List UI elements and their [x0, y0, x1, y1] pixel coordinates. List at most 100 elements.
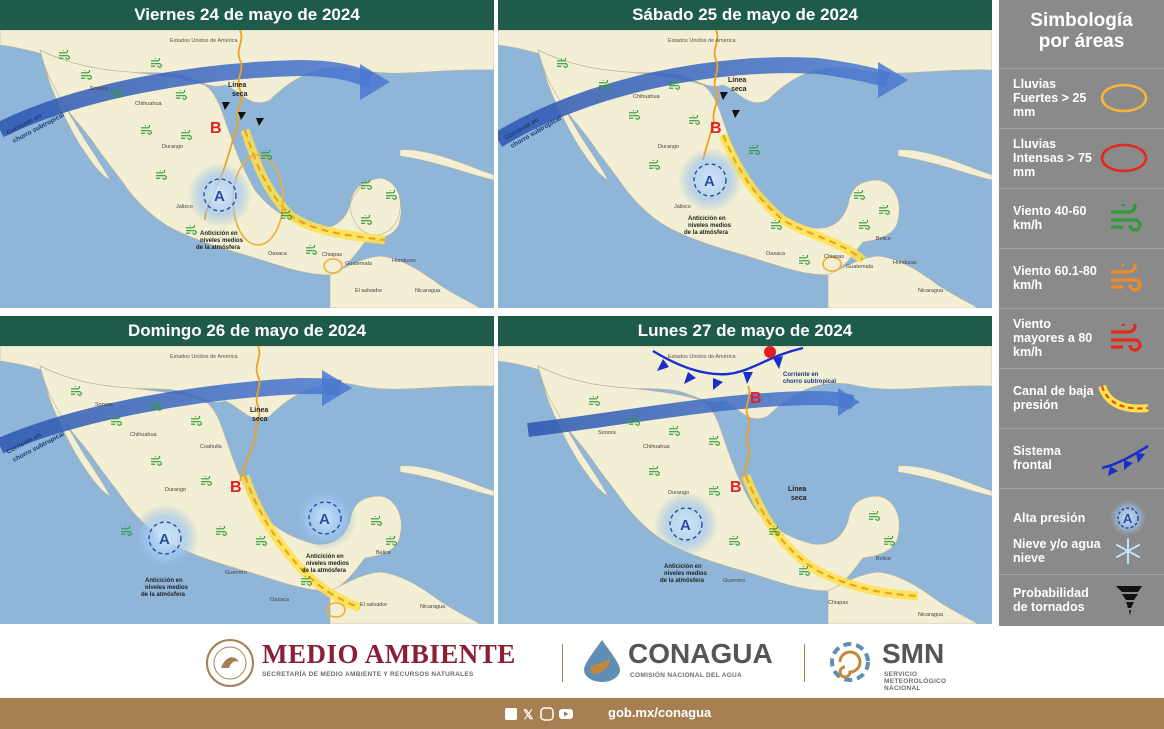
legend-item-intense-rain: Lluvias Intensas > 75 mm — [999, 128, 1164, 187]
weather-map: Corriente en chorro subtropical Línea se… — [0, 30, 494, 308]
svg-text:Anticición en: Anticición en — [688, 216, 726, 222]
high-pressure-symbol — [293, 486, 357, 550]
weather-map: Corriente en chorro subtropical Línea se… — [0, 346, 494, 624]
svg-text:Sonora: Sonora — [90, 86, 109, 92]
svg-text:Línea: Línea — [788, 486, 806, 493]
smn-swirl-icon — [830, 642, 870, 682]
legend-item-snow: Nieve y/o agua nieve — [999, 528, 1164, 573]
orange-wind-icon — [1109, 264, 1142, 292]
tornado-icon — [1116, 586, 1142, 616]
instagram-icon — [540, 707, 554, 721]
svg-text:Honduras: Honduras — [392, 258, 416, 264]
legend-item-wind-80: Viento mayores a 80 km/h — [999, 308, 1164, 367]
svg-text:niveles medios: niveles medios — [664, 571, 708, 577]
svg-text:de la atmósfera: de la atmósfera — [660, 578, 705, 584]
svg-text:de la atmósfera: de la atmósfera — [302, 568, 347, 574]
svg-text:Durango: Durango — [162, 144, 183, 150]
footer-bar: 𝕏 gob.mx/conagua — [0, 698, 1164, 729]
legend-item-front: Sistema frontal — [999, 428, 1164, 487]
weather-map: Corriente en chorro subtropical Línea se… — [498, 346, 992, 624]
svg-text:Guerrero: Guerrero — [723, 578, 745, 584]
map-panel-monday: Lunes 27 de mayo de 2024 Corriente en ch… — [498, 316, 992, 624]
svg-text:Oaxaca: Oaxaca — [268, 251, 288, 257]
svg-text:Belice: Belice — [376, 550, 391, 556]
panel-title: Domingo 26 de mayo de 2024 — [0, 316, 494, 346]
legend-item-wind-60-80: Viento 60.1-80 km/h — [999, 248, 1164, 307]
high-pressure-symbol — [188, 163, 252, 227]
conagua-website-link[interactable]: gob.mx/conagua — [608, 705, 712, 720]
svg-text:Durango: Durango — [668, 490, 689, 496]
svg-text:de la atmósfera: de la atmósfera — [684, 230, 729, 236]
low-pressure-symbol: B — [750, 390, 762, 407]
svg-text:seca: seca — [232, 91, 248, 98]
conagua-logo: CONAGUA — [628, 638, 773, 669]
red-ellipse-icon — [1100, 143, 1148, 173]
svg-text:Belice: Belice — [876, 236, 891, 242]
legend-item-wind-40-60: Viento 40-60 km/h — [999, 188, 1164, 247]
svg-text:Guatemala: Guatemala — [345, 261, 373, 267]
x-icon: 𝕏 — [523, 707, 534, 722]
svg-text:Belice: Belice — [876, 556, 891, 562]
svg-text:A: A — [214, 188, 225, 205]
svg-text:Anticición en: Anticición en — [200, 231, 238, 237]
trough-icon — [1098, 384, 1149, 413]
svg-text:seca: seca — [791, 495, 807, 502]
facebook-icon — [505, 708, 517, 720]
svg-text:de la atmósfera: de la atmósfera — [196, 245, 241, 251]
legend-item-heavy-rain: Lluvias Fuertes > 25 mm — [999, 68, 1164, 127]
legend-panel: Simbología por áreas Lluvias Fuertes > 2… — [999, 0, 1164, 626]
smn-logo: SMN — [882, 638, 945, 669]
svg-text:Jalisco: Jalisco — [176, 204, 193, 210]
svg-text:Durango: Durango — [658, 144, 679, 150]
svg-text:niveles medios: niveles medios — [145, 585, 189, 591]
logo-divider — [804, 644, 805, 682]
svg-text:Chihuahua: Chihuahua — [643, 444, 671, 450]
dry-line — [702, 30, 719, 161]
svg-text:Sonora: Sonora — [598, 430, 617, 436]
low-pressure-symbol: B — [230, 479, 242, 496]
panel-title: Lunes 27 de mayo de 2024 — [498, 316, 992, 346]
orange-ellipse-icon — [1100, 83, 1148, 113]
svg-text:Corriente en: Corriente en — [783, 372, 819, 378]
svg-text:Chiapas: Chiapas — [824, 254, 844, 260]
svg-text:niveles medios: niveles medios — [306, 561, 350, 567]
cold-front-icon — [1101, 444, 1149, 476]
svg-text:Chihuahua: Chihuahua — [633, 94, 661, 100]
svg-text:A: A — [319, 511, 330, 528]
low-pressure-symbol: B — [210, 120, 222, 137]
cold-front — [652, 346, 804, 376]
svg-text:Jalisco: Jalisco — [674, 204, 691, 210]
svg-text:seca: seca — [731, 86, 747, 93]
legend-item-high: Alta presión A — [999, 488, 1164, 547]
svg-text:Anticición en: Anticición en — [145, 578, 183, 584]
svg-text:Chihuahua: Chihuahua — [135, 101, 163, 107]
legend-title: Simbología por áreas — [1030, 10, 1133, 52]
svg-text:Nicaragua: Nicaragua — [918, 288, 944, 294]
svg-text:Anticición en: Anticición en — [306, 554, 344, 560]
svg-text:Guatemala: Guatemala — [846, 264, 874, 270]
conagua-drop-icon — [584, 640, 620, 682]
svg-text:A: A — [704, 173, 715, 190]
svg-text:A: A — [159, 531, 170, 548]
svg-text:Estados Unidos de América: Estados Unidos de América — [668, 38, 737, 44]
low-pressure-symbol: B — [710, 120, 722, 137]
svg-text:Oaxaca: Oaxaca — [270, 597, 290, 603]
logo-divider — [562, 644, 563, 682]
svg-text:Línea: Línea — [250, 407, 268, 414]
jet-stream — [0, 59, 373, 138]
svg-text:niveles medios: niveles medios — [200, 238, 244, 244]
svg-text:B: B — [730, 479, 742, 496]
svg-text:seca: seca — [252, 416, 268, 423]
svg-text:A: A — [1123, 511, 1133, 526]
jet-stream — [498, 57, 891, 147]
svg-text:Sonora: Sonora — [95, 402, 114, 408]
legend-item-trough: Canal de baja presión — [999, 368, 1164, 427]
svg-text:El salvador: El salvador — [355, 288, 382, 294]
map-panel-sunday: Domingo 26 de mayo de 2024 Corriente en … — [0, 316, 494, 624]
svg-text:Estados Unidos de América: Estados Unidos de América — [170, 354, 239, 360]
high-pressure-icon: A — [1110, 500, 1146, 536]
svg-text:Durango: Durango — [165, 487, 186, 493]
green-wind-icon — [1109, 204, 1142, 232]
svg-text:Guerrero: Guerrero — [225, 570, 247, 576]
svg-text:Coahuila: Coahuila — [200, 444, 223, 450]
